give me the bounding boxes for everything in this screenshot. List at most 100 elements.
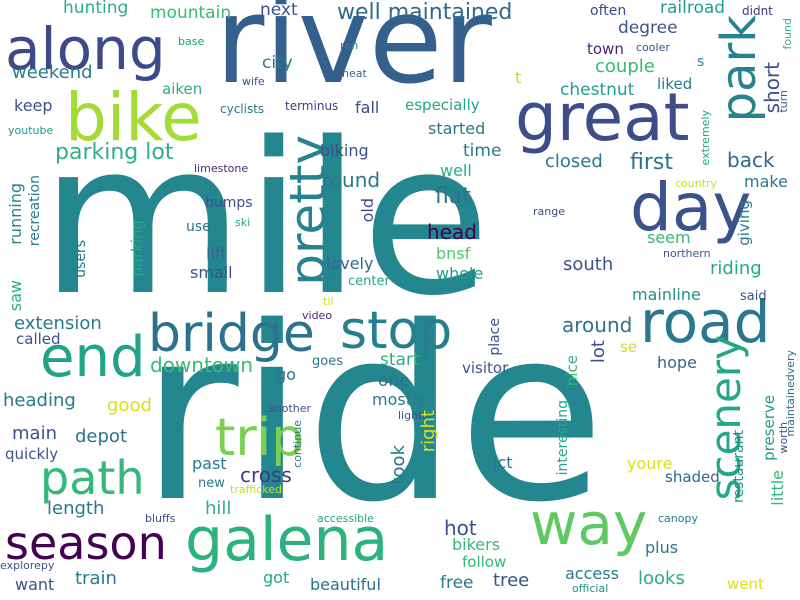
- word: well: [440, 161, 472, 180]
- word: nice: [563, 355, 581, 387]
- word: quickly: [5, 445, 59, 463]
- word: hope: [657, 353, 697, 372]
- word: recreation: [27, 175, 43, 247]
- word: right: [418, 410, 439, 453]
- word: closed: [545, 151, 603, 172]
- word: little: [768, 470, 787, 506]
- word: round: [322, 168, 381, 192]
- word: youre: [627, 454, 673, 473]
- word: season: [5, 516, 167, 570]
- word: cyclists: [220, 102, 265, 116]
- word: head: [427, 220, 477, 244]
- word: wife: [242, 75, 265, 88]
- word: took: [388, 445, 409, 485]
- word: trip: [215, 408, 305, 468]
- word: s: [697, 54, 705, 70]
- word: parking lot: [55, 140, 174, 165]
- word: go: [276, 365, 296, 384]
- word: users: [73, 240, 89, 278]
- word: biking: [320, 141, 369, 160]
- word: extremely: [699, 110, 712, 166]
- word: hot: [444, 516, 477, 540]
- word: found: [781, 18, 794, 50]
- word: canopy: [658, 512, 698, 525]
- word: youtube: [8, 124, 54, 137]
- word: keep: [14, 96, 53, 115]
- word: worth: [777, 422, 790, 454]
- word: old: [358, 198, 377, 223]
- word: new: [198, 476, 225, 491]
- word: range: [533, 205, 565, 218]
- word: called: [16, 330, 61, 348]
- word: saw: [6, 280, 25, 312]
- word: main: [12, 423, 57, 444]
- word: seem: [647, 228, 691, 247]
- word: way: [530, 490, 648, 558]
- word: goes: [312, 354, 343, 369]
- word: parking: [128, 220, 146, 277]
- word: se: [620, 338, 638, 356]
- word: good: [107, 395, 152, 416]
- word: one: [378, 371, 410, 391]
- word: past: [192, 454, 227, 473]
- word: time: [463, 141, 502, 161]
- word: mountain: [150, 3, 232, 23]
- word: access: [565, 564, 619, 583]
- word: hill: [205, 498, 232, 519]
- word: continue: [291, 420, 304, 468]
- word: degree: [618, 18, 678, 38]
- word: riding: [710, 258, 762, 279]
- word: interesting: [555, 400, 571, 476]
- word: town: [587, 40, 624, 58]
- word: another: [268, 402, 312, 415]
- word: river: [215, 0, 492, 111]
- word: whole: [436, 264, 484, 283]
- word: weekend: [12, 62, 93, 83]
- word: explorepy: [0, 559, 55, 572]
- word: base: [178, 35, 205, 48]
- word: want: [15, 575, 55, 594]
- word: follow: [462, 553, 507, 571]
- word: accessible: [317, 512, 374, 525]
- word: trafficked: [230, 483, 282, 496]
- word: along: [5, 15, 166, 83]
- word: ran: [340, 39, 359, 52]
- word: couple: [595, 56, 655, 77]
- word: cross: [240, 463, 292, 487]
- word: extension: [14, 313, 102, 334]
- word: start: [380, 350, 420, 370]
- word: cooler: [636, 41, 670, 54]
- word: shaded: [665, 468, 720, 486]
- word: lift: [206, 244, 227, 263]
- word: ski: [235, 216, 251, 229]
- word: bikers: [452, 535, 501, 554]
- word: length: [47, 498, 105, 519]
- word: restaurant: [731, 430, 747, 503]
- word: city: [262, 53, 293, 73]
- word: chestnut: [560, 80, 635, 100]
- word: til: [323, 295, 334, 308]
- word: t: [515, 68, 522, 87]
- word: running: [6, 183, 25, 245]
- word: park: [711, 15, 767, 123]
- word: make: [744, 172, 788, 191]
- word: train: [75, 568, 117, 589]
- word: heading: [3, 390, 76, 411]
- word: fall: [355, 98, 380, 117]
- word: went: [727, 575, 764, 593]
- word: tree: [493, 570, 530, 591]
- word: bridge: [148, 304, 315, 364]
- word: first: [630, 150, 673, 175]
- word: small: [190, 263, 233, 282]
- word: lightly: [398, 409, 432, 422]
- word: galena: [185, 505, 389, 575]
- word: often: [590, 3, 627, 19]
- word: beautiful: [310, 575, 381, 594]
- word: liked: [657, 75, 693, 93]
- word: lovely: [326, 254, 374, 273]
- word: giving: [735, 200, 753, 246]
- word: place: [487, 318, 503, 356]
- word: use: [186, 219, 211, 235]
- word: limestone: [194, 162, 249, 175]
